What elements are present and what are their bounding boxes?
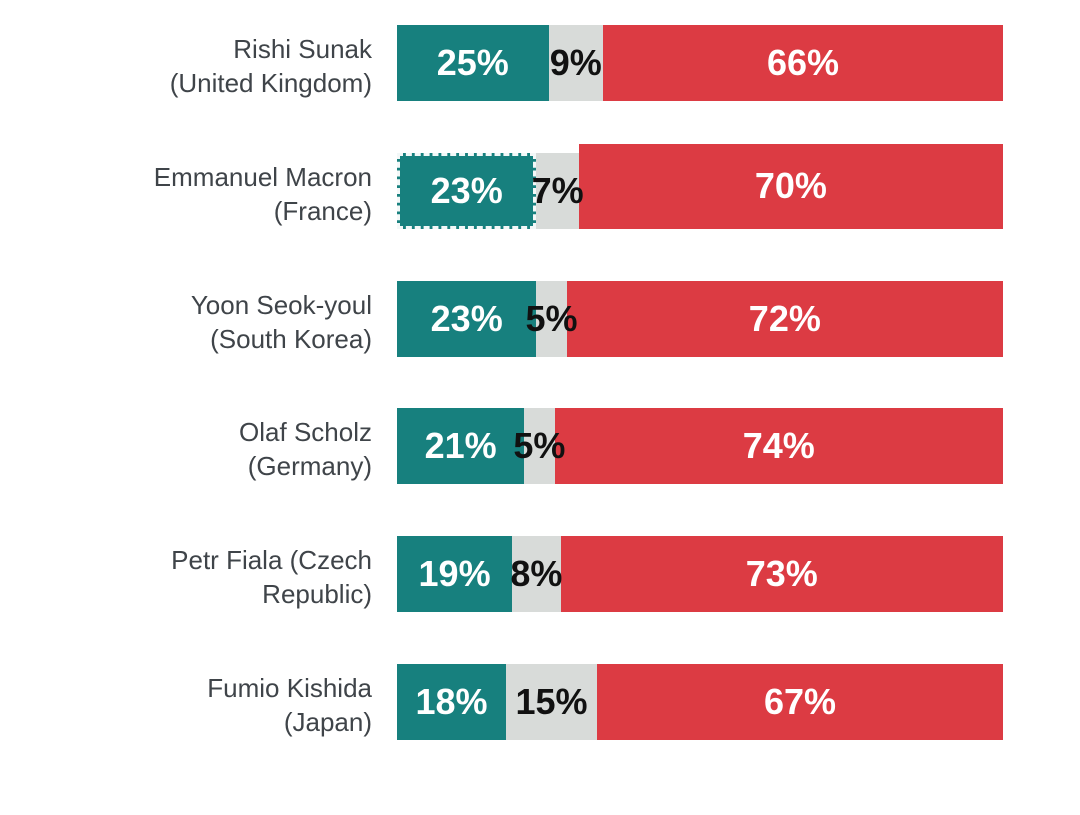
- leader-label: Emmanuel Macron (France): [0, 160, 397, 228]
- leader-label-line1: Rishi Sunak: [233, 34, 372, 64]
- approve-segment: 18%: [397, 663, 507, 740]
- leader-label-line2: (France): [273, 195, 372, 226]
- approve-segment: 21%: [397, 408, 525, 485]
- neutral-value-label: 5%: [525, 297, 578, 339]
- approve-segment: 19%: [397, 536, 513, 613]
- stacked-bar: 21% 5% 74%: [397, 408, 1003, 485]
- chart-rows: Rishi Sunak (United Kingdom) 25% 9% 66% …: [0, 25, 1080, 740]
- leader-label-line1: Yoon Seok-youl: [190, 289, 372, 320]
- approve-value-label: 23%: [430, 169, 503, 211]
- approve-segment: 23%: [397, 152, 537, 229]
- leader-label: Yoon Seok-youl (South Korea): [0, 288, 397, 356]
- leader-label-line2: (United Kingdom): [169, 68, 372, 98]
- disapprove-segment: 67%: [596, 663, 1003, 740]
- disapprove-segment: 74%: [554, 408, 1003, 485]
- approve-value-label: 19%: [418, 553, 491, 595]
- leader-label-line1: Olaf Scholz: [239, 417, 372, 448]
- disapprove-value-label: 66%: [766, 42, 840, 83]
- leader-label-line2: Republic): [262, 579, 372, 610]
- chart-row: Emmanuel Macron (France) 23% 7% 70%: [0, 143, 1080, 229]
- leader-label-line2: (Germany): [247, 451, 372, 482]
- leader-label-line2: (South Korea): [210, 323, 372, 354]
- leader-label: Fumio Kishida (Japan): [0, 671, 397, 739]
- leader-label-line1: Fumio Kishida: [207, 672, 372, 703]
- neutral-segment: 15%: [506, 663, 597, 740]
- disapprove-value-label: 67%: [763, 680, 836, 722]
- neutral-value-label: 15%: [515, 680, 588, 722]
- neutral-segment: 5%: [526, 280, 578, 357]
- stacked-bar: 23% 5% 72%: [397, 280, 1003, 357]
- neutral-segment: 8%: [510, 536, 563, 613]
- disapprove-segment: 72%: [566, 280, 1003, 357]
- leader-label: Olaf Scholz (Germany): [0, 415, 397, 483]
- stacked-bar: 19% 8% 73%: [397, 536, 1003, 613]
- neutral-segment: 9%: [548, 25, 604, 101]
- disapprove-value-label: 74%: [742, 425, 815, 467]
- neutral-segment: 7%: [532, 152, 584, 229]
- approve-value-label: 23%: [430, 297, 503, 339]
- neutral-value-label: 9%: [549, 42, 602, 83]
- disapprove-segment: 66%: [603, 25, 1003, 101]
- leader-label-line1: Petr Fiala (Czech: [171, 545, 372, 576]
- stacked-bar: 23% 7% 70%: [397, 143, 1003, 229]
- chart-row: Olaf Scholz (Germany) 21% 5% 74%: [0, 408, 1080, 485]
- disapprove-segment: 70%: [578, 143, 1003, 229]
- chart-row: Fumio Kishida (Japan) 18% 15% 67%: [0, 663, 1080, 740]
- neutral-value-label: 5%: [513, 425, 566, 467]
- chart-row: Rishi Sunak (United Kingdom) 25% 9% 66%: [0, 25, 1080, 101]
- neutral-segment: 5%: [513, 408, 565, 485]
- neutral-value-label: 7%: [531, 169, 584, 211]
- disapprove-value-label: 70%: [754, 165, 827, 207]
- disapprove-value-label: 72%: [748, 297, 821, 339]
- approve-segment: 23%: [397, 280, 537, 357]
- approve-segment: 25%: [397, 25, 549, 101]
- approve-value-label: 18%: [415, 680, 488, 722]
- leader-label-line2: (Japan): [283, 706, 372, 737]
- neutral-value-label: 8%: [510, 553, 563, 595]
- leader-label: Rishi Sunak (United Kingdom): [0, 32, 397, 100]
- leader-label: Petr Fiala (Czech Republic): [0, 543, 397, 611]
- approve-value-label: 25%: [436, 42, 509, 83]
- disapprove-segment: 73%: [560, 536, 1003, 613]
- disapprove-value-label: 73%: [745, 553, 818, 595]
- chart-row: Yoon Seok-youl (South Korea) 23% 5% 72%: [0, 280, 1080, 357]
- approve-value-label: 21%: [424, 425, 497, 467]
- leader-label-line1: Emmanuel Macron: [153, 161, 372, 192]
- stacked-bar: 25% 9% 66%: [397, 25, 1003, 101]
- stacked-bar: 18% 15% 67%: [397, 663, 1003, 740]
- chart-row: Petr Fiala (Czech Republic) 19% 8% 73%: [0, 536, 1080, 613]
